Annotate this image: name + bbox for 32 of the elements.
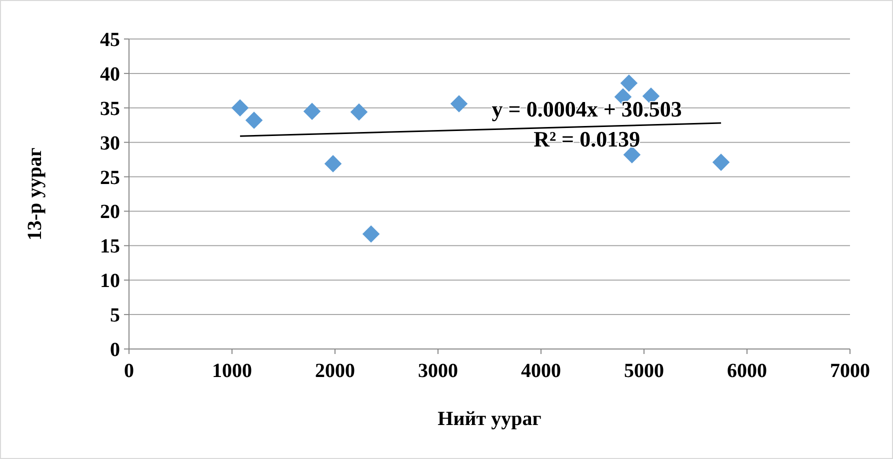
y-tick-label: 45 bbox=[100, 29, 120, 51]
y-tick-label: 10 bbox=[100, 270, 120, 292]
y-tick-label: 25 bbox=[100, 166, 120, 189]
x-tick-label: 2000 bbox=[315, 360, 355, 382]
point bbox=[450, 95, 468, 112]
x-tick-label: 0 bbox=[124, 360, 134, 382]
point bbox=[350, 103, 368, 121]
point bbox=[303, 102, 321, 120]
x-axis-title: Нийт уураг bbox=[438, 408, 542, 430]
point bbox=[324, 155, 342, 172]
y-tick-label: 15 bbox=[100, 236, 120, 258]
x-tick-label: 6000 bbox=[727, 360, 767, 382]
y-tick-label: 30 bbox=[100, 132, 120, 154]
point bbox=[231, 99, 249, 117]
point bbox=[362, 225, 380, 243]
x-tick-label: 4000 bbox=[521, 360, 561, 382]
y-tick-label: 35 bbox=[100, 98, 120, 120]
point bbox=[620, 74, 638, 92]
x-tick-label: 7000 bbox=[830, 360, 870, 382]
y-tick-label: 20 bbox=[100, 201, 120, 224]
annotation: y = 0.0004x + 30.503 bbox=[492, 96, 682, 122]
x-tick-label: 1000 bbox=[212, 360, 252, 382]
y-tick-label: 5 bbox=[110, 304, 120, 327]
y-axis-title: 13-р уураг bbox=[24, 148, 46, 240]
y-tick-label: 0 bbox=[110, 339, 120, 361]
point bbox=[712, 154, 730, 171]
point bbox=[245, 112, 263, 129]
x-tick-label: 5000 bbox=[624, 360, 664, 382]
annotation: R² = 0.0139 bbox=[534, 126, 640, 152]
point bbox=[623, 146, 641, 164]
y-tick-label: 40 bbox=[100, 63, 120, 86]
x-tick-label: 3000 bbox=[418, 360, 458, 382]
